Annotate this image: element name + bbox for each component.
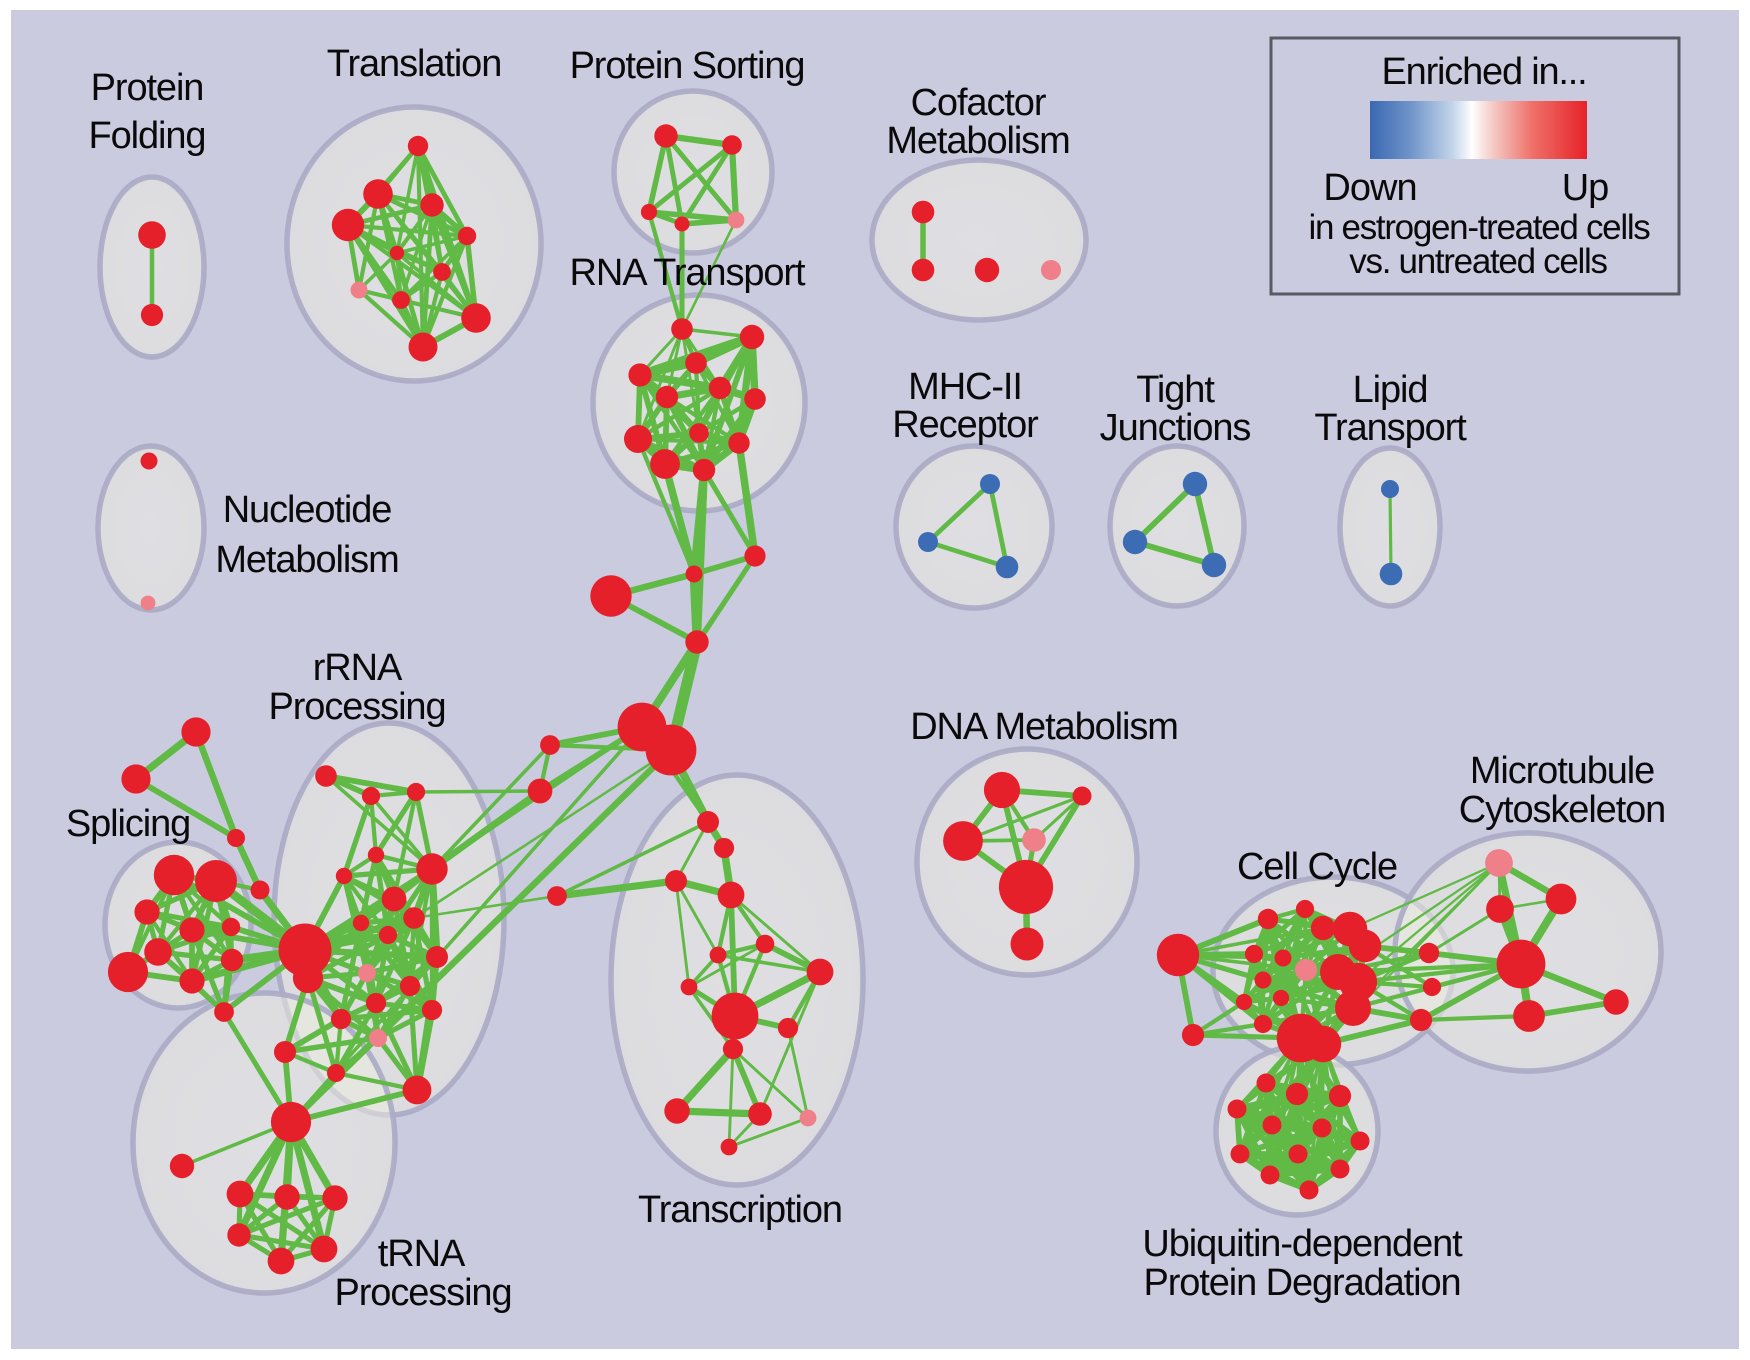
svg-text:Splicing: Splicing — [66, 803, 190, 845]
svg-text:Processing: Processing — [335, 1272, 512, 1314]
svg-text:Nucleotide: Nucleotide — [223, 489, 392, 531]
svg-text:rRNA: rRNA — [313, 647, 403, 689]
svg-text:Down: Down — [1323, 167, 1416, 209]
svg-text:in estrogen-treated cells: in estrogen-treated cells — [1308, 208, 1650, 247]
svg-text:Metabolism: Metabolism — [215, 539, 398, 581]
svg-text:DNA Metabolism: DNA Metabolism — [910, 706, 1178, 748]
svg-text:vs. untreated cells: vs. untreated cells — [1349, 242, 1607, 281]
svg-text:Microtubule: Microtubule — [1470, 750, 1654, 792]
svg-text:MHC-II: MHC-II — [908, 366, 1022, 408]
svg-text:Enriched in...: Enriched in... — [1382, 51, 1587, 93]
svg-text:Cofactor: Cofactor — [911, 82, 1047, 124]
svg-text:Receptor: Receptor — [892, 404, 1039, 446]
svg-text:Protein Sorting: Protein Sorting — [570, 45, 805, 87]
svg-text:Folding: Folding — [89, 115, 206, 157]
svg-text:Metabolism: Metabolism — [886, 120, 1069, 162]
svg-text:Cytoskeleton: Cytoskeleton — [1459, 789, 1665, 831]
svg-text:Ubiquitin-dependent: Ubiquitin-dependent — [1142, 1223, 1463, 1265]
svg-text:Up: Up — [1562, 167, 1609, 209]
svg-text:Junctions: Junctions — [1100, 407, 1251, 449]
svg-text:Transport: Transport — [1314, 407, 1467, 449]
svg-text:Lipid: Lipid — [1353, 369, 1428, 411]
svg-text:Protein: Protein — [91, 67, 204, 109]
svg-text:Transcription: Transcription — [638, 1189, 842, 1231]
svg-text:Tight: Tight — [1136, 369, 1215, 411]
svg-text:Protein Degradation: Protein Degradation — [1143, 1262, 1460, 1304]
svg-text:Cell Cycle: Cell Cycle — [1237, 846, 1397, 888]
svg-text:RNA Transport: RNA Transport — [570, 252, 806, 294]
svg-text:Translation: Translation — [327, 43, 501, 85]
svg-text:Processing: Processing — [269, 686, 446, 728]
svg-text:tRNA: tRNA — [378, 1233, 466, 1275]
